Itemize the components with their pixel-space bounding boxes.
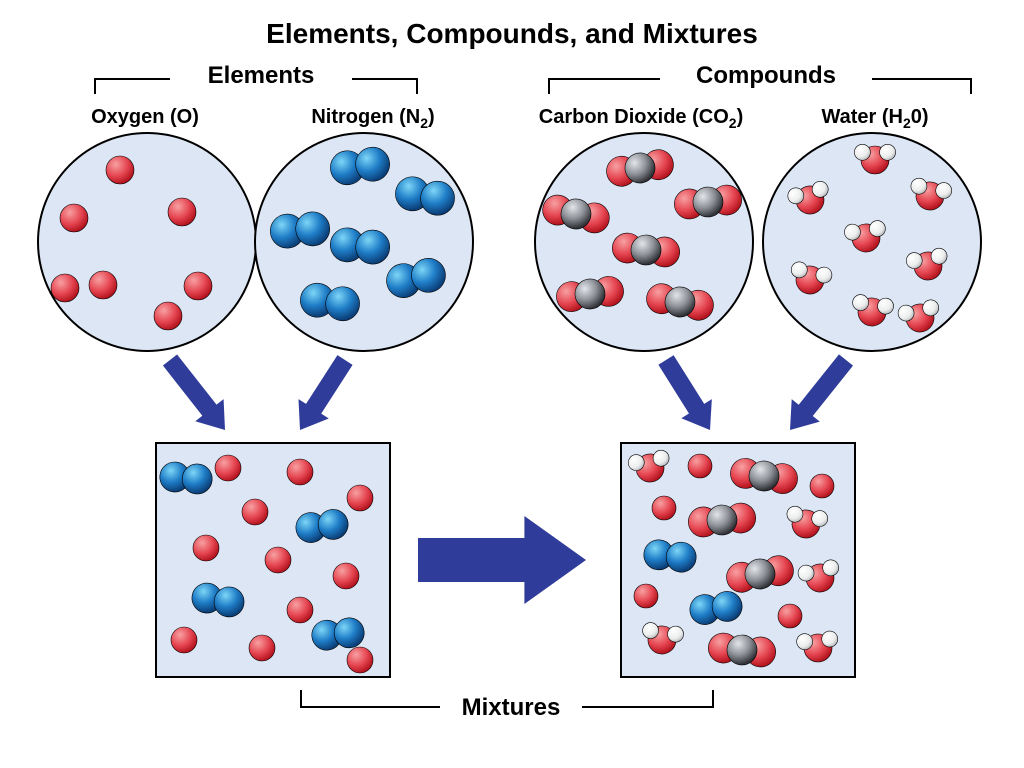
- label-nitrogen: Nitrogen (N2): [278, 106, 468, 131]
- label-compounds: Compounds: [660, 62, 872, 90]
- circle-water: [762, 132, 982, 352]
- label-oxygen: Oxygen (O): [60, 106, 230, 129]
- circle-nitrogen: [254, 132, 474, 352]
- box-mix-right: [620, 442, 856, 678]
- diagram-stage: Elements, Compounds, and Mixtures Elemen…: [0, 0, 1024, 768]
- circle-oxygen: [37, 132, 257, 352]
- page-title: Elements, Compounds, and Mixtures: [0, 18, 1024, 50]
- label-mixtures: Mixtures: [440, 694, 582, 722]
- label-co2: Carbon Dioxide (CO2): [516, 106, 766, 131]
- label-elements: Elements: [170, 62, 352, 90]
- box-mix-left: [155, 442, 391, 678]
- label-water: Water (H20): [790, 106, 960, 131]
- circle-co2: [534, 132, 754, 352]
